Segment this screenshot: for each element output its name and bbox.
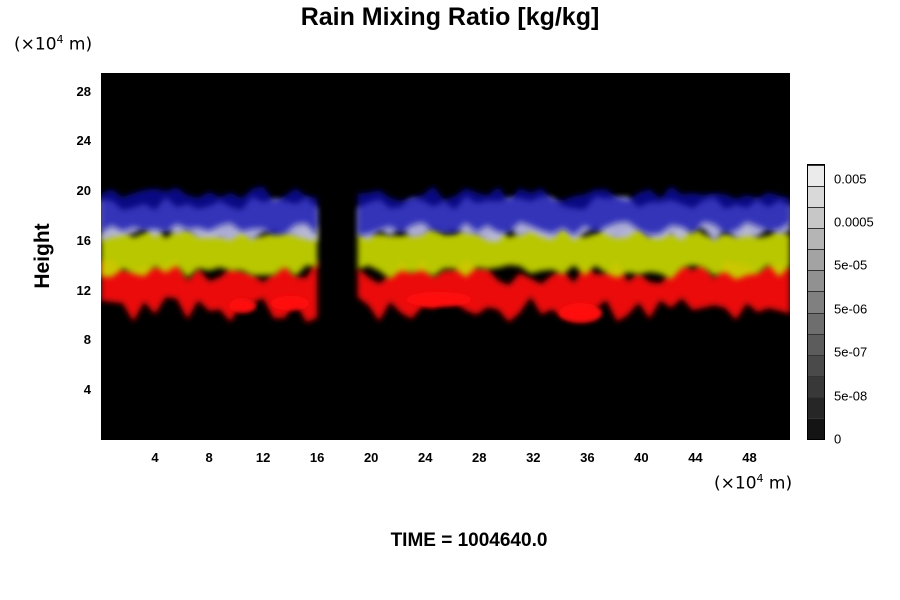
colorbar-segment <box>808 270 824 292</box>
y-tick-label: 8 <box>83 332 91 348</box>
x-tick-label: 36 <box>580 450 595 465</box>
rain-cell <box>406 291 472 307</box>
colorbar-segment <box>808 396 824 418</box>
colorbar-label: 5e-08 <box>834 388 868 404</box>
x-tick-label: 44 <box>688 450 703 465</box>
x-tick-label: 16 <box>309 450 325 465</box>
colorbar-segment <box>808 417 824 439</box>
plot-area <box>101 73 790 440</box>
chart-title: Rain Mixing Ratio [kg/kg] <box>300 3 600 31</box>
y-tick-label: 24 <box>76 133 91 149</box>
colorbar-segment <box>808 186 824 208</box>
y-tick-label: 16 <box>76 232 91 248</box>
rain-band-layer <box>357 186 790 235</box>
colorbar-label: 0.0005 <box>834 214 874 230</box>
colorbar-segment <box>808 228 824 250</box>
x-tick-label: 32 <box>526 450 541 465</box>
colorbar-segment <box>808 249 824 271</box>
colorbar-segment <box>808 333 824 355</box>
rain-cell <box>558 303 603 324</box>
x-tick-label: 24 <box>418 450 433 465</box>
colorbar-label: 5e-06 <box>834 301 868 317</box>
x-tick-label: 4 <box>151 450 159 465</box>
colorbar-segment <box>808 375 824 397</box>
x-tick-label: 28 <box>472 450 487 465</box>
colorbar-segment <box>808 165 824 187</box>
colorbar-label: 0 <box>834 431 842 447</box>
x-tick-label: 8 <box>205 450 213 465</box>
rain-band-layer <box>101 186 318 236</box>
time-label: TIME = 1004640.0 <box>390 530 548 551</box>
y-tick-label: 4 <box>83 382 91 398</box>
x-tick-label: 12 <box>255 450 271 465</box>
x-tick-label: 20 <box>363 450 379 465</box>
colorbar-segment <box>808 207 824 229</box>
rain-cell <box>271 295 310 311</box>
y-tick-label: 28 <box>76 83 91 99</box>
y-tick-label: 12 <box>76 282 91 298</box>
x-tick-label: 48 <box>742 450 757 465</box>
y-axis-unit: (×104 m) <box>14 33 93 55</box>
colorbar-segment <box>808 291 824 313</box>
colorbar-label: 0.005 <box>834 171 867 187</box>
x-axis-unit: (×104 m) <box>714 472 793 494</box>
x-tick-label: 40 <box>634 450 649 465</box>
rain-band-layer <box>101 225 318 278</box>
colorbar-segment <box>808 312 824 334</box>
colorbar-label: 5e-05 <box>834 257 868 273</box>
colorbar <box>807 164 825 440</box>
colorbar-label: 5e-07 <box>834 344 868 360</box>
rain-cell <box>229 298 257 314</box>
colorbar-segment <box>808 354 824 376</box>
y-tick-label: 20 <box>76 183 91 199</box>
heatmap-svg <box>101 186 790 324</box>
rain-band-layer <box>101 258 318 323</box>
